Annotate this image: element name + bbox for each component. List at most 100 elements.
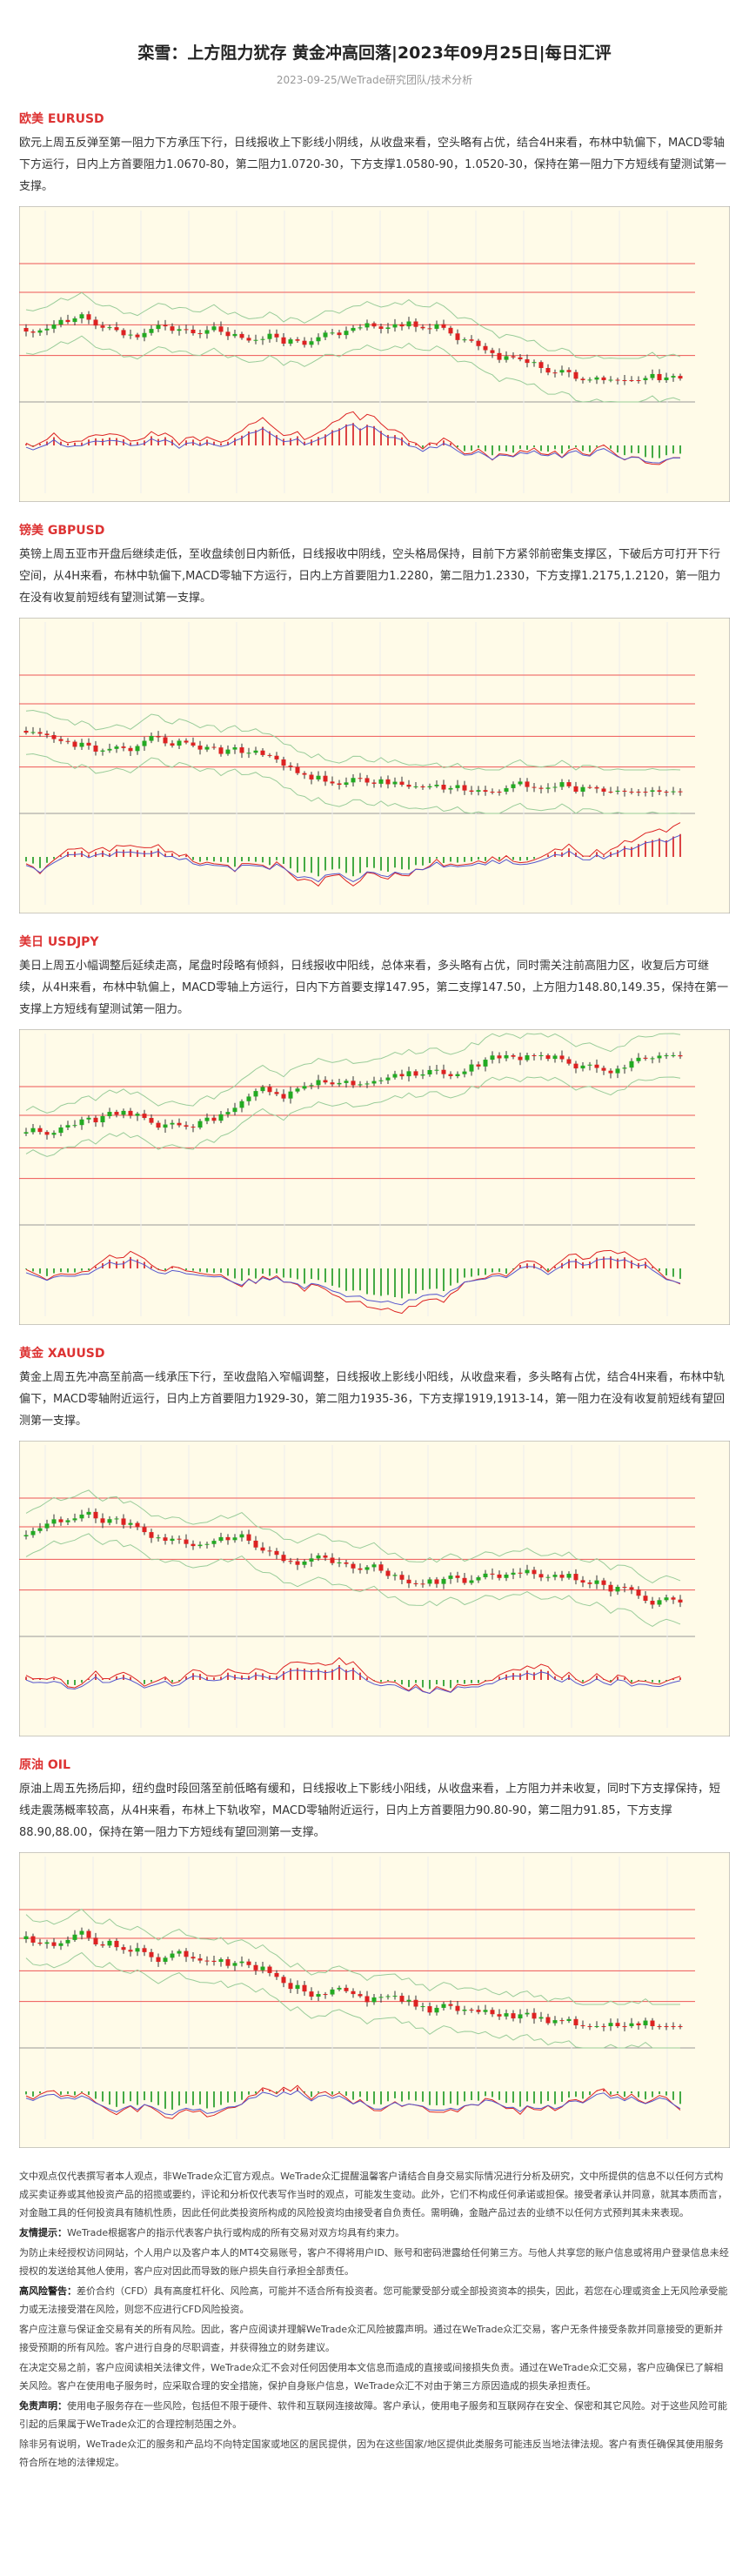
candle [23, 1535, 29, 1536]
candle [218, 1536, 224, 1542]
candle [274, 755, 279, 759]
candle [392, 781, 398, 785]
candle [615, 790, 620, 792]
candle [615, 1068, 620, 1074]
candle [392, 1996, 398, 1997]
candle [302, 773, 307, 775]
candle [504, 2013, 509, 2017]
candle [128, 1522, 133, 1525]
candle [657, 1055, 662, 1059]
candle [316, 775, 321, 779]
band [25, 710, 681, 771]
chart-image [19, 618, 730, 913]
candle [170, 1953, 175, 1958]
candle [643, 792, 648, 793]
candle [622, 1067, 627, 1069]
disclaimer-paragraph: 除非另有说明，WeTrade众汇的服务和产品均不向特定国家或地区的居民提供，因为… [19, 2435, 730, 2472]
candle [351, 778, 356, 783]
disclaimer-paragraph: 为防止未经授权访问网站，个人用户以及客户本人的MT4交易账号，客户不得将用户ID… [19, 2244, 730, 2280]
subtitle: 2023-09-25/WeTrade研究团队/技术分析 [276, 74, 473, 86]
candle [378, 326, 384, 330]
candle [566, 1574, 572, 1578]
candle [511, 2013, 516, 2019]
candle [594, 377, 599, 380]
disclaimer-text: 文中观点仅代表撰写者本人观点，非WeTrade众汇官方观点。WeTrade众汇提… [19, 2171, 727, 2218]
candle [385, 327, 391, 330]
candle [114, 746, 119, 749]
candle [406, 321, 411, 327]
candle [72, 1518, 77, 1521]
candle [288, 339, 293, 344]
candle [351, 1563, 356, 1569]
candle [671, 1597, 676, 1600]
section-body: 原油上周五先扬后抑，纽约盘时段回落至前低略有缓和，日线报收上下影线小阳线，从收盘… [19, 1783, 721, 1839]
candle [337, 1082, 342, 1085]
candle [239, 1101, 244, 1108]
candle [483, 790, 488, 792]
disclaimer-paragraph: 免责声明：使用电子服务存在一些风险，包括但不限于硬件、软件和互联网连接故障。客户… [19, 2397, 730, 2433]
macd-line [25, 411, 681, 465]
candle [518, 2014, 523, 2019]
candle [260, 750, 265, 755]
candle [406, 1999, 411, 2002]
candle [483, 1573, 488, 1577]
candle [497, 2014, 502, 2017]
candle [51, 1519, 57, 1524]
candle [267, 1550, 272, 1552]
candle [253, 1964, 258, 1970]
disclaimer-text: WeTrade根据客户的指示代表客户执行或构成的所有交易对双方均具有约束力。 [67, 2227, 405, 2238]
candle [309, 774, 314, 779]
candle [420, 1074, 425, 1076]
candle [587, 2026, 592, 2027]
candle [532, 362, 537, 364]
section: 原油 OIL 原油上周五先扬后抑，纽约盘时段回落至前低略有缓和，日线报收上下影线小… [19, 1756, 730, 2148]
candle [664, 2026, 669, 2027]
candle [483, 2010, 488, 2012]
candle [93, 1511, 98, 1519]
candle [211, 746, 217, 748]
candle [525, 1055, 530, 1061]
candle [399, 324, 405, 327]
candle [455, 333, 460, 340]
candle [594, 1064, 599, 1068]
candle [608, 2023, 613, 2026]
candle [128, 1950, 133, 1952]
candle [601, 1580, 606, 1585]
candle [643, 2020, 648, 2025]
candle [420, 2006, 425, 2008]
candle [204, 1117, 210, 1121]
candle [337, 783, 342, 786]
section: 黄金 XAUUSD 黄金上周五先冲高至前高一线承压下行，至收盘陷入窄幅调整，日线报… [19, 1344, 730, 1736]
section-heading: 原油 OIL [19, 1758, 70, 1772]
candle [316, 1555, 321, 1559]
candle [636, 1057, 641, 1061]
candle [51, 1133, 57, 1135]
candle [538, 2017, 544, 2019]
candle [51, 325, 57, 329]
candle [392, 324, 398, 328]
candle [114, 1112, 119, 1115]
candle [385, 1996, 391, 1997]
candle [58, 319, 64, 325]
candle [664, 377, 669, 380]
candle [344, 1562, 349, 1564]
candle [413, 1071, 418, 1076]
candle [378, 1564, 384, 1571]
signal-line [25, 1258, 681, 1306]
candle [678, 2026, 683, 2027]
candle [497, 1574, 502, 1578]
band [25, 1533, 681, 1628]
candle [636, 380, 641, 381]
candle [51, 1942, 57, 1946]
candle [225, 749, 231, 754]
candle [330, 781, 335, 784]
candle [629, 380, 634, 381]
signal-line [25, 2090, 681, 2116]
candle [643, 378, 648, 380]
candle [490, 2010, 495, 2015]
candle [552, 1055, 558, 1060]
candle [636, 1589, 641, 1596]
candle [399, 1074, 405, 1077]
candle [497, 352, 502, 360]
candle [392, 1074, 398, 1078]
